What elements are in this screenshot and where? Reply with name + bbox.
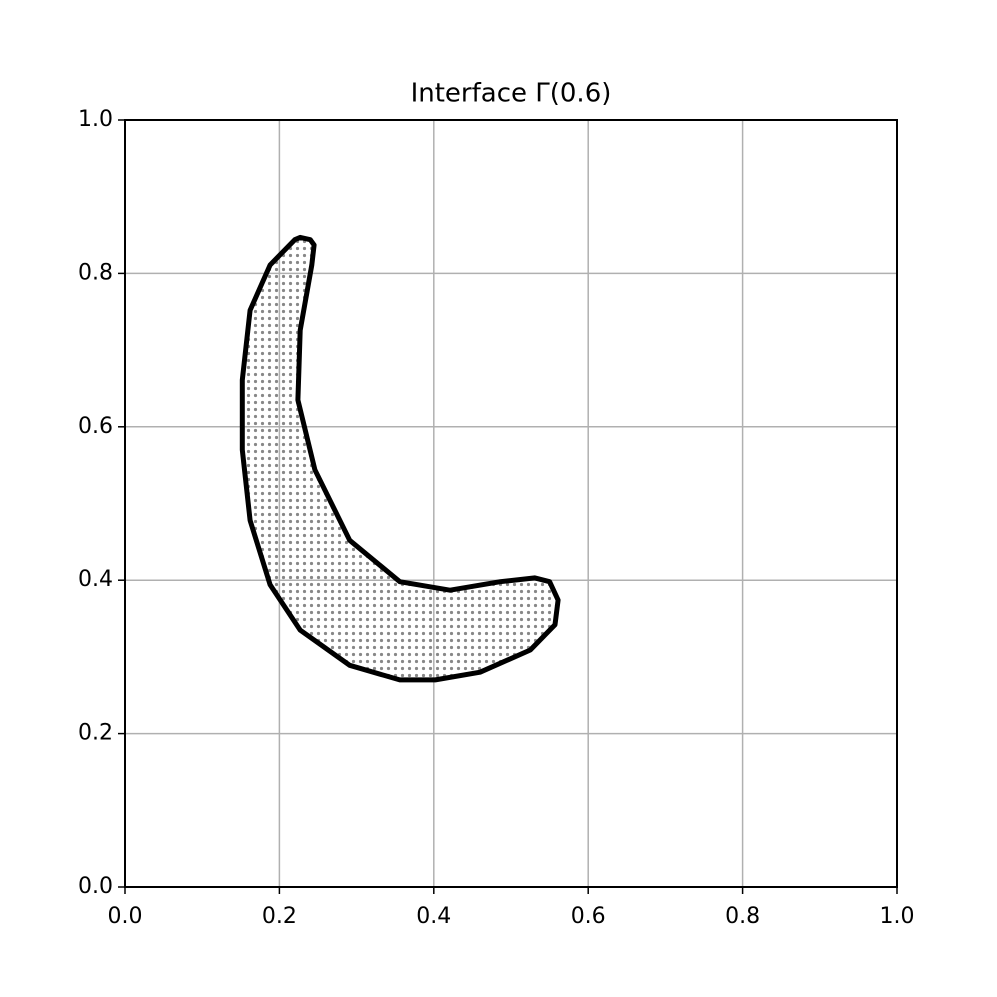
x-tick-label: 0.6 xyxy=(571,904,606,929)
x-tick-label: 0.4 xyxy=(416,904,451,929)
x-tick-label: 1.0 xyxy=(880,904,915,929)
x-tick-label: 0.2 xyxy=(262,904,297,929)
y-tick-label: 0.8 xyxy=(78,260,113,285)
y-tick-label: 0.4 xyxy=(78,567,113,592)
x-tick-label: 0.8 xyxy=(725,904,760,929)
interface-curve xyxy=(239,234,561,683)
plot-frame xyxy=(124,119,898,888)
y-tick-label: 0.6 xyxy=(78,414,113,439)
chart-title: Interface Γ(0.6) xyxy=(411,79,612,109)
x-tick-label: 0.0 xyxy=(108,904,143,929)
y-tick-label: 1.0 xyxy=(78,107,113,132)
y-tick-label: 0.2 xyxy=(78,721,113,746)
y-tick-label: 0.0 xyxy=(78,874,113,899)
